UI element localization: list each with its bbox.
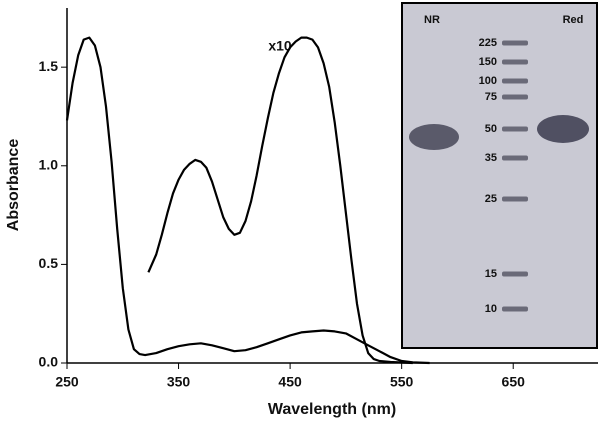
annotation: x10 <box>268 38 292 54</box>
ladder-band <box>502 40 528 46</box>
gel-inset <box>401 2 598 349</box>
y-tick-label: 1.0 <box>39 156 59 172</box>
gel-band <box>409 124 459 150</box>
x-tick-label: 550 <box>390 374 414 390</box>
ladder-band <box>502 78 528 84</box>
ladder-label: 35 <box>485 152 497 164</box>
x-tick-label: 450 <box>278 374 302 390</box>
y-tick-label: 1.5 <box>39 58 59 74</box>
x-tick-label: 250 <box>55 374 79 390</box>
x-tick-label: 650 <box>502 374 526 390</box>
line-series <box>65 36 430 365</box>
ladder-label: 15 <box>485 268 497 280</box>
ladder-band <box>502 271 528 277</box>
y-tick-label: 0.5 <box>39 255 59 271</box>
y-tick-label: 0.0 <box>39 354 59 370</box>
ladder-band <box>502 126 528 132</box>
ladder-band <box>502 94 528 100</box>
ladder-band <box>502 155 528 161</box>
ladder-band <box>502 306 528 312</box>
ladder-label: 25 <box>485 193 497 205</box>
ladder-label: 150 <box>479 56 497 68</box>
line-series <box>147 36 413 365</box>
x-axis-label: Wavelength (nm) <box>268 401 396 418</box>
lane-label: Red <box>563 14 584 26</box>
ladder-label: 50 <box>485 123 497 135</box>
lane-label: NR <box>424 14 440 26</box>
ladder-band <box>502 59 528 65</box>
ladder-label: 100 <box>479 75 497 87</box>
x-tick-label: 350 <box>167 374 191 390</box>
y-axis-label: Absorbance <box>5 139 22 232</box>
ladder-label: 225 <box>479 37 497 49</box>
ladder-band <box>502 196 528 202</box>
ladder-label: 10 <box>485 303 497 315</box>
ladder-label: 75 <box>485 91 497 103</box>
gel-band <box>537 115 589 143</box>
